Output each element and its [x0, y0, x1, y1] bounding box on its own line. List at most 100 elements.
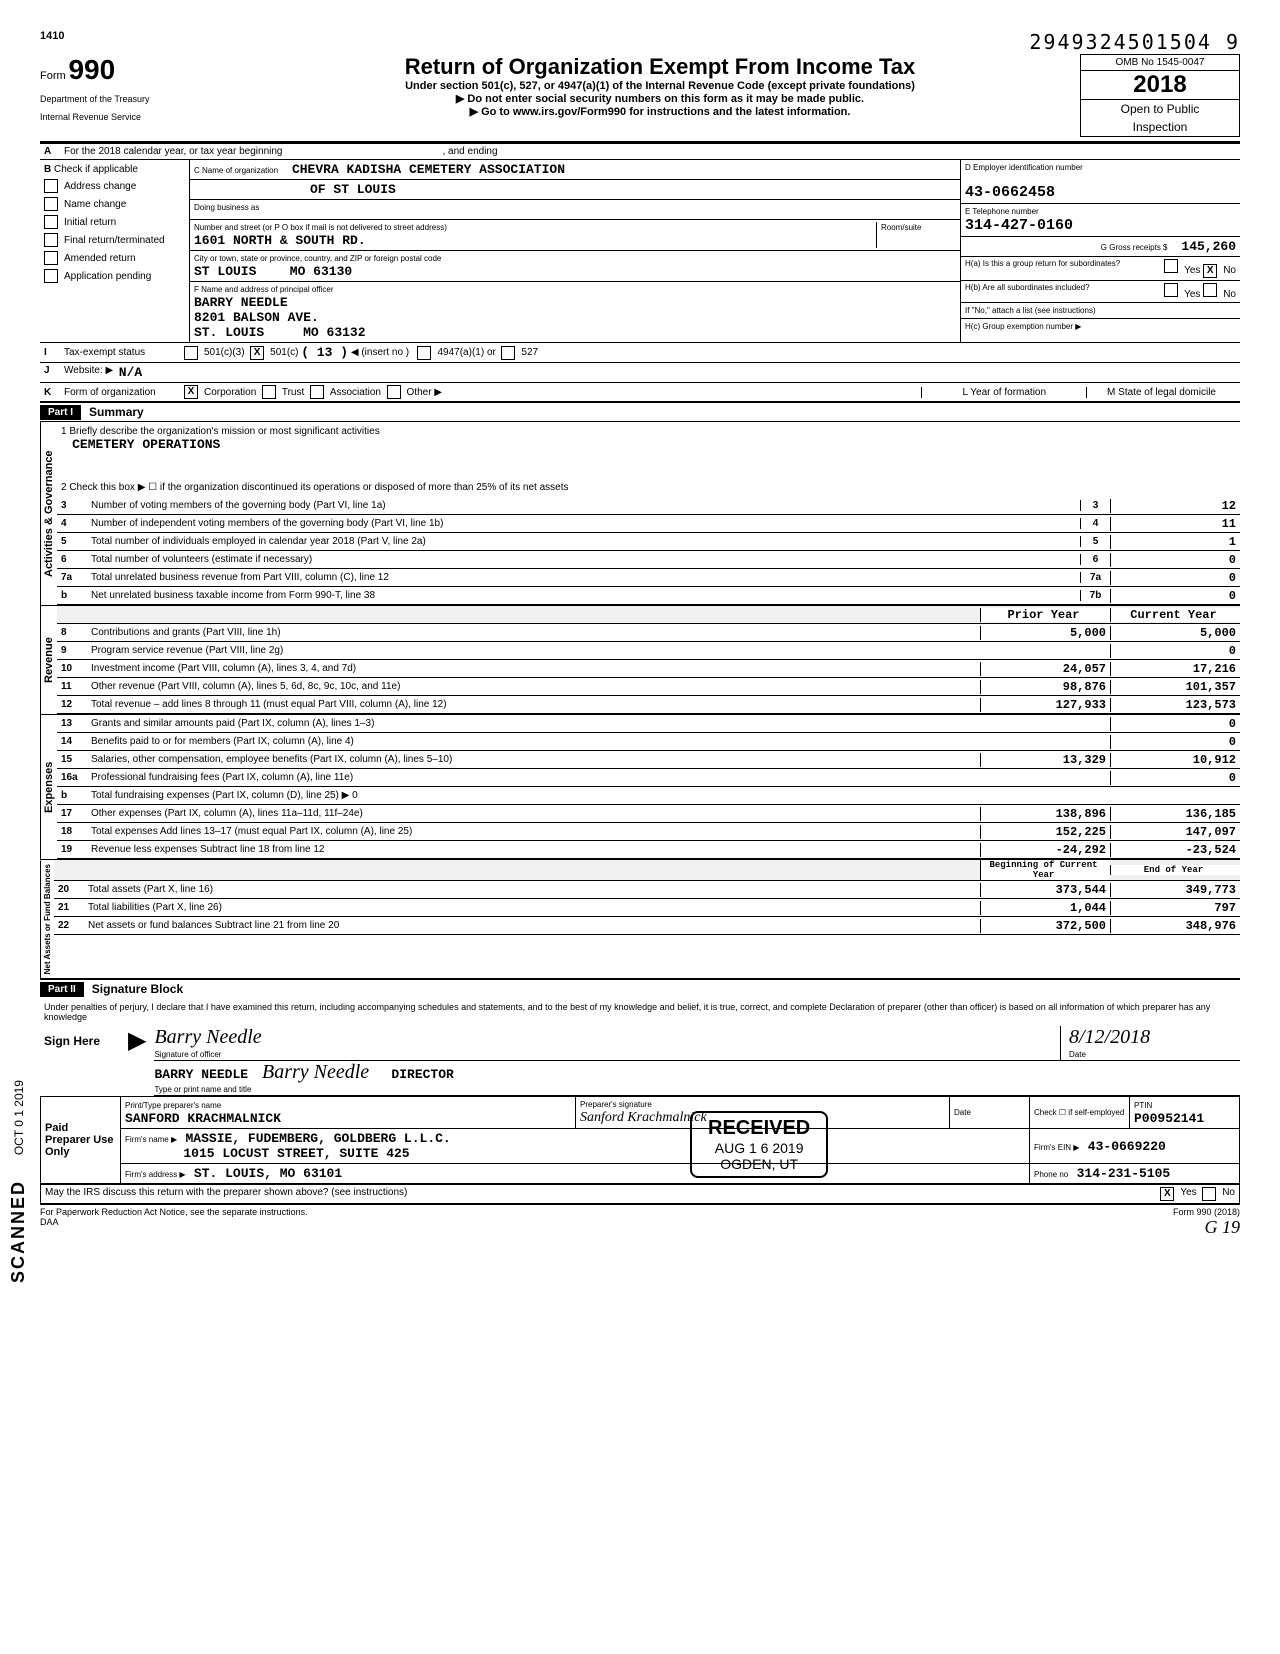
type-label: Type or print name and title — [154, 1085, 251, 1094]
chk-501c[interactable]: X — [250, 346, 264, 360]
yes-label: Yes — [1184, 265, 1200, 276]
chk-4947[interactable] — [417, 346, 431, 360]
check-initial[interactable] — [44, 215, 58, 229]
check-addr-label: Address change — [64, 181, 136, 192]
line-text: Total liabilities (Part X, line 26) — [84, 902, 980, 913]
ein: 43-0662458 — [965, 184, 1055, 201]
line-text: Total number of volunteers (estimate if … — [87, 554, 1080, 565]
chk-other[interactable] — [387, 385, 401, 399]
line-num: 22 — [54, 920, 84, 931]
hb-no[interactable] — [1203, 283, 1217, 297]
phone-label: Phone no — [1034, 1170, 1068, 1179]
line-num: 20 — [54, 884, 84, 895]
line-box: 7b — [1080, 590, 1110, 601]
line-row: 16a Professional fundraising fees (Part … — [57, 769, 1240, 787]
governance-section: Activities & Governance 1 Briefly descri… — [40, 421, 1240, 605]
hc-label: H(c) Group exemption number ▶ — [965, 322, 1081, 331]
firm-name: MASSIE, FUDEMBERG, GOLDBERG L.L.C. — [185, 1131, 450, 1146]
form-header: Form 990 Department of the Treasury Inte… — [40, 54, 1240, 143]
line-num: 16a — [57, 772, 87, 783]
beg-year-hdr: Beginning of Current Year — [980, 860, 1110, 880]
line-row: 13 Grants and similar amounts paid (Part… — [57, 715, 1240, 733]
line-val: 0 — [1110, 571, 1240, 585]
line-text: Investment income (Part VIII, column (A)… — [87, 663, 980, 674]
line-num: 7a — [57, 572, 87, 583]
website-label: Website: ▶ — [64, 365, 113, 380]
line-box: 6 — [1080, 554, 1110, 565]
check-self: Check ☐ if self-employed — [1034, 1108, 1124, 1117]
instruction-1: ▶ Do not enter social security numbers o… — [240, 92, 1080, 105]
signature: Barry Needle — [154, 1026, 261, 1048]
check-name[interactable] — [44, 197, 58, 211]
page-num: 1410 — [40, 30, 64, 54]
paperwork: For Paperwork Reduction Act Notice, see … — [40, 1207, 308, 1217]
ha-no[interactable]: X — [1203, 264, 1217, 278]
officer-city: ST. LOUIS — [194, 325, 264, 340]
line-text: Professional fundraising fees (Part IX, … — [87, 772, 980, 783]
check-app[interactable] — [44, 269, 58, 283]
perjury: Under penalties of perjury, I declare th… — [40, 998, 1240, 1026]
form-ref: Form 990 (2018) — [1173, 1207, 1240, 1217]
row-a: A For the 2018 calendar year, or tax yea… — [40, 143, 1240, 160]
line-row: 17 Other expenses (Part IX, column (A), … — [57, 805, 1240, 823]
ha-yes[interactable] — [1164, 259, 1178, 273]
discuss-row: May the IRS discuss this return with the… — [40, 1184, 1240, 1204]
check-final-label: Final return/terminated — [64, 235, 165, 246]
discuss-no[interactable] — [1202, 1187, 1216, 1201]
form-990-page: SCANNED OCT 0 1 2019 1410 2949324501504 … — [0, 0, 1280, 1268]
firm-phone: 314-231-5105 — [1077, 1166, 1171, 1181]
prior-year-hdr: Prior Year — [980, 608, 1110, 622]
org-name: CHEVRA KADISHA CEMETERY ASSOCIATION — [292, 162, 565, 177]
phone: 314-427-0160 — [965, 217, 1073, 234]
curr-val: 348,976 — [1110, 919, 1240, 933]
hb-yes[interactable] — [1164, 283, 1178, 297]
chk-527[interactable] — [501, 346, 515, 360]
firm-addr: 1015 LOCUST STREET, SUITE 425 — [183, 1146, 409, 1161]
line-num: 10 — [57, 663, 87, 674]
prep-date-label: Date — [954, 1108, 971, 1117]
form-org-label: Form of organization — [64, 387, 184, 398]
prior-val: 152,225 — [980, 825, 1110, 839]
line-num: 18 — [57, 826, 87, 837]
e-label: E Telephone number — [965, 207, 1039, 216]
form-title: Return of Organization Exempt From Incom… — [240, 54, 1080, 80]
line-row: 4 Number of independent voting members o… — [57, 515, 1240, 533]
website-val: N/A — [119, 365, 142, 380]
chk-assoc[interactable] — [310, 385, 324, 399]
part2-title: Signature Block — [84, 980, 191, 998]
line-num: 6 — [57, 554, 87, 565]
addr-label: Number and street (or P O box if mail is… — [194, 223, 447, 232]
inspection: Inspection — [1081, 118, 1239, 136]
received-date: AUG 1 6 2019 — [708, 1140, 810, 1156]
line-row: 5 Total number of individuals employed i… — [57, 533, 1240, 551]
net-label: Net Assets or Fund Balances — [40, 860, 54, 978]
signer-name: BARRY NEEDLE — [154, 1067, 248, 1082]
city: ST LOUIS — [194, 264, 256, 279]
check-amended[interactable] — [44, 251, 58, 265]
prior-val: 98,876 — [980, 680, 1110, 694]
chk-trust[interactable] — [262, 385, 276, 399]
discuss-yes[interactable]: X — [1160, 1187, 1174, 1201]
line-val: 0 — [1110, 589, 1240, 603]
check-final[interactable] — [44, 233, 58, 247]
irs-label: Internal Revenue Service — [40, 112, 240, 122]
scanned-date: OCT 0 1 2019 — [12, 1080, 26, 1155]
line-text: Contributions and grants (Part VIII, lin… — [87, 627, 980, 638]
part2-label: Part II — [40, 982, 84, 997]
line-row: 18 Total expenses Add lines 13–17 (must … — [57, 823, 1240, 841]
dy: Yes — [1180, 1187, 1196, 1201]
prep-sig-label: Preparer's signature — [580, 1100, 652, 1109]
tax-year: 2018 — [1081, 71, 1239, 100]
line-box: 4 — [1080, 518, 1110, 529]
h-note: If "No," attach a list (see instructions… — [965, 306, 1096, 315]
officer-addr: 8201 BALSON AVE. — [194, 310, 319, 325]
curr-val: 10,912 — [1110, 753, 1240, 767]
chk-501c3[interactable] — [184, 346, 198, 360]
instruction-2: ▶ Go to www.irs.gov/Form990 for instruct… — [240, 105, 1080, 118]
scanned-stamp: SCANNED — [8, 1180, 29, 1283]
sig-date: 8/12/2018 — [1069, 1026, 1150, 1048]
check-addr[interactable] — [44, 179, 58, 193]
state-zip: MO 63130 — [290, 264, 352, 279]
chk-corp[interactable]: X — [184, 385, 198, 399]
curr-val: 101,357 — [1110, 680, 1240, 694]
